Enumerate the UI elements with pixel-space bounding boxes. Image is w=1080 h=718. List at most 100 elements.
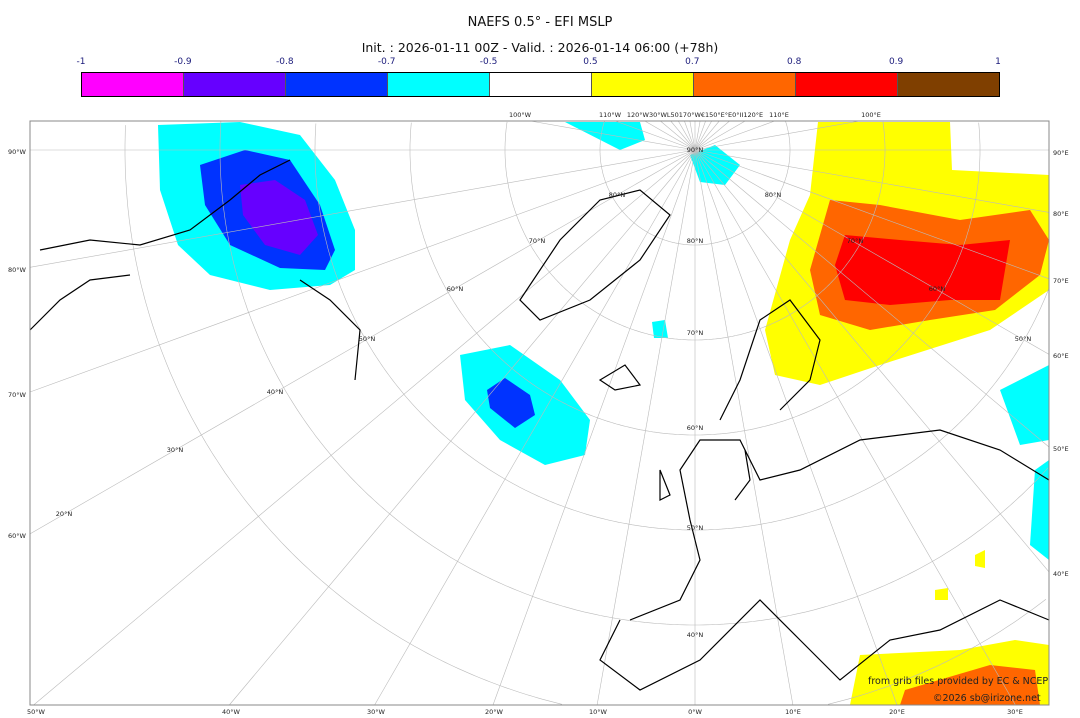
map-label: 60°N [929, 285, 946, 293]
map-label: 100°E [861, 111, 881, 119]
meridian-line [694, 149, 1050, 573]
meridian-line [670, 120, 696, 151]
map-label: 20°W [485, 708, 504, 716]
map-label: 20°N [56, 510, 73, 518]
map-label: 70°E [1053, 277, 1069, 285]
map-label: 40°N [687, 631, 704, 639]
meridian-line [694, 120, 775, 151]
map-label: 80°N [687, 237, 704, 245]
efi-area-orange-south [900, 665, 1040, 705]
map-label: 110°E [769, 111, 789, 119]
map-label: 30°N [167, 446, 184, 454]
map-label: 50°E [1053, 445, 1069, 453]
meridian-line [694, 120, 701, 151]
meridian-line [229, 149, 696, 706]
colorbar-swatch [592, 73, 694, 96]
efi-area-cyan-east [1000, 365, 1049, 560]
map-label: 30°E [1007, 708, 1023, 716]
map-label: 60°N [687, 424, 704, 432]
latitude-circle [599, 121, 791, 246]
latitude-circle [219, 120, 1049, 626]
meridian-line [644, 120, 696, 151]
meridian-line [694, 149, 898, 706]
meridian-line [596, 149, 696, 706]
efi-area-violet-canada [240, 180, 318, 255]
meridian-line [694, 120, 746, 151]
map-label: 50°N [359, 335, 376, 343]
coastlines [29, 159, 1050, 691]
latitude-circle [504, 121, 886, 341]
colorbar-swatch [184, 73, 286, 96]
graticule [29, 120, 1050, 706]
map-label: 70°W [8, 391, 27, 399]
meridian-line [694, 149, 1050, 448]
efi-area-cyan-pole [690, 145, 740, 185]
map-label: 60°W [8, 532, 27, 540]
colorbar-swatch [694, 73, 796, 96]
map-label: 60°E [1053, 352, 1069, 360]
map-labels: 90°W 80°W 70°W 60°W 90°E 80°E 70°E 60°E 50°E 40°E… [8, 111, 1069, 716]
colorbar-tick: -1 [76, 57, 86, 67]
map-label: 0°W [688, 708, 702, 716]
map-label: 20°E [889, 708, 905, 716]
map-label: 60°N [447, 285, 464, 293]
meridian-line [694, 149, 1050, 355]
latitude-circle [124, 125, 1047, 705]
map-label: 40°N [267, 388, 284, 396]
meridian-line [29, 149, 696, 535]
colorbar-swatch [796, 73, 898, 96]
meridian-line [694, 149, 1050, 280]
map-label: 110°W [599, 111, 622, 119]
meridian-line [694, 120, 720, 151]
efi-shading [158, 122, 1049, 705]
colorbar-tick: -0.8 [275, 57, 294, 67]
latitude-circle [409, 122, 981, 436]
map-label: 100°W [509, 111, 532, 119]
colorbar-swatch [286, 73, 388, 96]
colorbar-swatch [388, 73, 490, 96]
map-label: 40°E [1053, 570, 1069, 578]
map-label: 90°N [687, 146, 704, 154]
map-label: 70°N [687, 329, 704, 337]
meridian-line [29, 149, 696, 393]
colorbar-tick: -0.9 [174, 57, 192, 67]
meridian-line [33, 149, 696, 706]
map-label: 30°W [367, 708, 386, 716]
map-label: 120°W30°WL50170°W€150°E°E0°II120°E [627, 111, 763, 119]
map-label: 70°N [847, 237, 864, 245]
meridian-line [694, 120, 730, 151]
colorbar [81, 72, 1000, 97]
map-label: 70°N [529, 237, 546, 245]
map-label: 40°W [222, 708, 241, 716]
meridian-line [29, 149, 696, 268]
efi-area-red-russia [835, 235, 1010, 305]
latitude-circle [314, 123, 1049, 531]
map-label: 80°W [8, 266, 27, 274]
meridian-line [530, 120, 696, 151]
copyright: ©2026 sb@irizone.net [933, 693, 1041, 704]
meridian-line [615, 120, 696, 151]
meridian-line [684, 120, 696, 151]
meridian-line [694, 149, 794, 706]
map-label: 80°N [609, 191, 626, 199]
meridian-line [689, 120, 696, 151]
colorbar-tick: 0.9 [888, 57, 904, 67]
meridian-line [694, 149, 1050, 213]
map-label: 80°N [765, 191, 782, 199]
meridian-line [694, 120, 712, 151]
meridian-line [694, 120, 706, 151]
colorbar-swatch [898, 73, 999, 96]
map-label: 80°E [1053, 210, 1069, 218]
source-credit: from grib files provided by EC & NCEP [868, 676, 1049, 687]
colorbar-tick: -0.5 [479, 57, 498, 67]
map-label: 10°E [785, 708, 801, 716]
map-label: 90°W [8, 148, 27, 156]
meridian-line [660, 120, 696, 151]
colorbar-swatch [490, 73, 592, 96]
map-label: 50°N [1015, 335, 1032, 343]
meridian-line [374, 149, 696, 706]
map-label: 50°W [27, 708, 46, 716]
map-label: 90°E [1053, 149, 1069, 157]
colorbar-tick: 0.5 [583, 57, 598, 67]
